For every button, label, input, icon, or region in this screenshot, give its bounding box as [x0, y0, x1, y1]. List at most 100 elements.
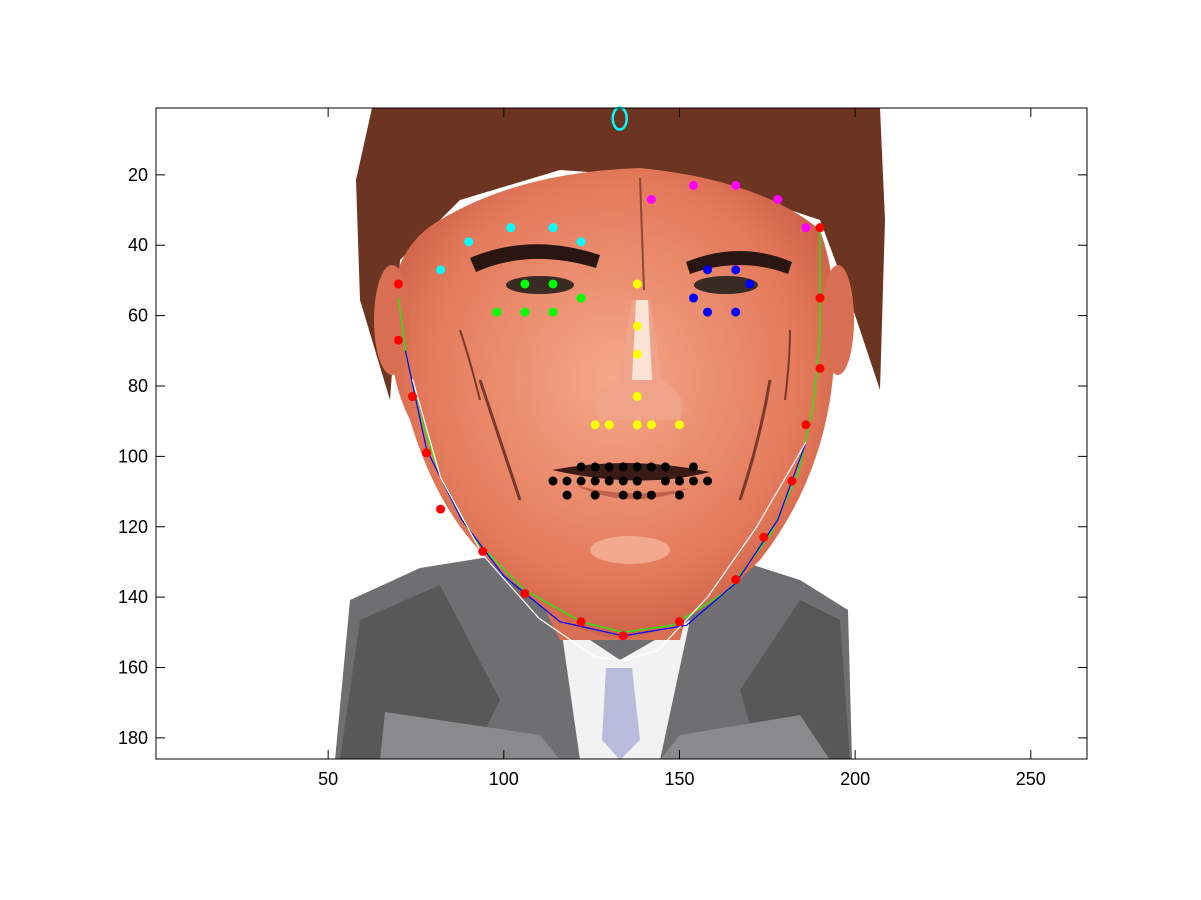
landmark-point	[590, 476, 600, 486]
landmark-point	[590, 420, 600, 430]
landmark-point	[436, 504, 446, 514]
landmark-point	[562, 476, 572, 486]
landmark-point	[576, 293, 586, 303]
landmark-points	[393, 106, 825, 641]
caricature-portrait-image	[335, 108, 885, 759]
landmark-point	[576, 237, 586, 247]
landmark-point	[674, 617, 684, 627]
landmark-point	[407, 392, 417, 402]
landmark-point	[815, 223, 825, 233]
hair	[356, 108, 885, 400]
landmark-point	[618, 631, 628, 641]
landmark-point	[632, 462, 642, 472]
landmark-point	[632, 476, 642, 486]
y-tick-label: 160	[118, 658, 148, 678]
eyebrow-right	[686, 251, 792, 274]
landmark-point	[815, 363, 825, 373]
wrinkle	[459, 329, 481, 401]
landmark-point	[548, 223, 558, 233]
landmark-point	[618, 462, 628, 472]
landmark-point	[632, 420, 642, 430]
landmark-point	[520, 589, 530, 599]
y-tick-label: 80	[128, 376, 148, 396]
ear-left	[374, 265, 410, 375]
landmark-point	[590, 490, 600, 500]
landmark-point	[815, 293, 825, 303]
landmark-point	[674, 420, 684, 430]
landmark-point	[731, 307, 741, 317]
landmark-point	[478, 546, 488, 556]
wrinkle	[738, 379, 772, 501]
landmark-point	[632, 392, 642, 402]
x-tick-label: 150	[664, 769, 694, 789]
wrinkle	[478, 379, 522, 501]
landmark-point	[393, 279, 403, 289]
landmark-point	[646, 194, 656, 204]
x-tick-label: 250	[1016, 769, 1046, 789]
landmark-point	[520, 307, 530, 317]
y-tick-label: 180	[118, 728, 148, 748]
eye-left	[506, 276, 574, 294]
landmark-point	[576, 617, 586, 627]
landmark-point	[576, 462, 586, 472]
suit-shading-right	[740, 600, 850, 759]
axis-ticks: 50 100 150 200 250 20 40 60 80 100 120 140 160 180	[118, 108, 1087, 789]
y-tick-label: 120	[118, 517, 148, 537]
landmark-point	[660, 476, 670, 486]
landmark-point	[731, 265, 741, 275]
landmark-point	[689, 180, 699, 190]
landmark-point	[464, 237, 474, 247]
landmark-point	[731, 575, 741, 585]
landmark-point	[703, 265, 713, 275]
landmark-point	[632, 321, 642, 331]
arm-right	[660, 715, 830, 759]
landmark-point	[604, 476, 614, 486]
landmark-point	[646, 420, 656, 430]
wrinkle	[784, 329, 791, 401]
landmark-point	[618, 490, 628, 500]
y-tick-label: 100	[118, 446, 148, 466]
y-tick-label: 60	[128, 306, 148, 326]
landmark-point	[689, 476, 699, 486]
eye-right	[694, 276, 758, 294]
eyebrow-left	[470, 244, 600, 272]
landmark-point	[604, 462, 614, 472]
landmark-point	[801, 223, 811, 233]
x-tick-label: 200	[840, 769, 870, 789]
landmark-point	[759, 532, 769, 542]
landmark-point	[492, 307, 502, 317]
landmark-point	[576, 476, 586, 486]
landmark-point	[674, 490, 684, 500]
contour-line-9	[411, 378, 807, 662]
landmark-point	[787, 476, 797, 486]
landmark-point	[632, 349, 642, 359]
landmark-point	[731, 180, 741, 190]
landmark-point	[393, 335, 403, 345]
suit-shading	[340, 585, 500, 759]
landmark-point	[436, 265, 446, 275]
x-tick-label: 50	[318, 769, 338, 789]
x-tick-label: 100	[489, 769, 519, 789]
landmark-point	[646, 490, 656, 500]
landmark-point	[520, 279, 530, 289]
landmark-point	[689, 293, 699, 303]
landmark-point	[801, 420, 811, 430]
landmark-point	[660, 462, 670, 472]
y-tick-label: 20	[128, 165, 148, 185]
landmark-point	[590, 462, 600, 472]
landmark-point	[506, 223, 516, 233]
tie	[602, 668, 640, 759]
landmark-point	[773, 194, 783, 204]
landmark-point	[674, 476, 684, 486]
chin-highlight	[590, 536, 670, 564]
landmark-point	[548, 476, 558, 486]
landmark-point	[632, 279, 642, 289]
landmark-point	[745, 279, 755, 289]
landmark-point	[703, 307, 713, 317]
landmark-point	[618, 476, 628, 486]
landmark-point	[604, 420, 614, 430]
landmark-point	[548, 279, 558, 289]
landmark-point	[422, 448, 432, 458]
y-tick-label: 40	[128, 235, 148, 255]
